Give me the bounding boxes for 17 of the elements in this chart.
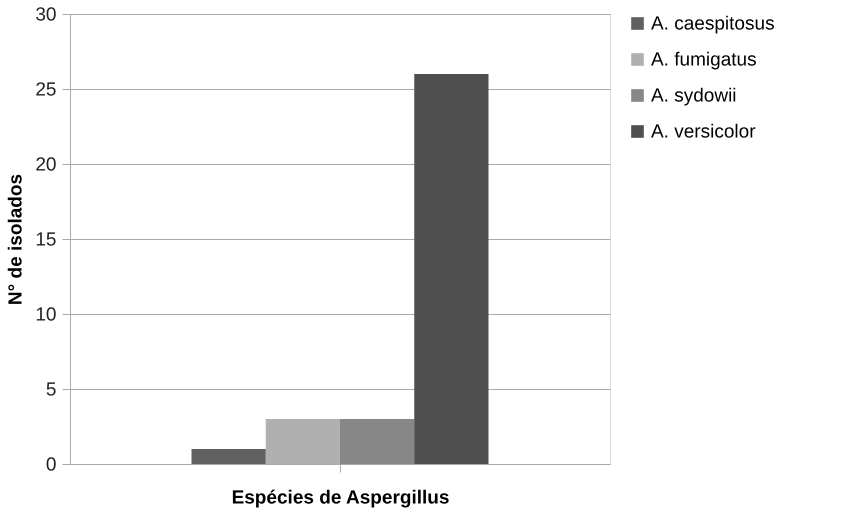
bar [340,419,414,464]
legend-label: A. fumigatus [651,50,757,70]
y-tick-label: 30 [35,4,56,26]
y-axis-title: N° de isolados [5,174,26,306]
x-axis-title: Espécies de Aspergillus [232,488,450,508]
bar [192,449,266,464]
y-tick-label: 10 [35,304,56,326]
y-tick-label: 25 [35,80,56,100]
bar [414,74,488,464]
legend-label: A. versicolor [651,122,756,142]
y-tick-label: 20 [35,154,56,176]
y-tick-label: 5 [46,380,56,400]
legend-label: A. caespitosus [651,14,775,34]
legend-label: A. sydowii [651,86,737,106]
bar [266,419,340,464]
y-tick-label: 0 [46,454,56,476]
y-tick-label: 15 [35,230,56,250]
